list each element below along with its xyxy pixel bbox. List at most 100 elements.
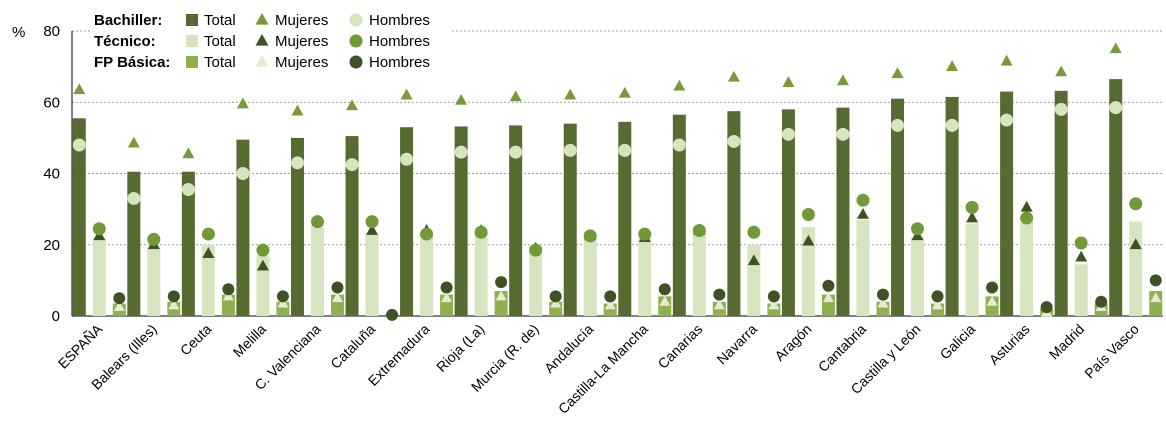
legend-item-label: Hombres (369, 12, 430, 29)
marker-tecnico-mujeres (202, 247, 215, 258)
y-tick-label: 40 (43, 166, 60, 183)
marker-fpbasica-hombres (331, 281, 344, 294)
marker-bachiller-mujeres (727, 70, 740, 82)
bar-tecnico-total (92, 237, 106, 316)
marker-fpbasica-mujeres (604, 299, 616, 310)
legend-background (90, 9, 450, 71)
marker-bachiller-mujeres (618, 86, 631, 98)
marker-fpbasica-hombres (1095, 295, 1108, 308)
bar-tecnico-total (638, 237, 652, 316)
marker-bachiller-hombres (454, 145, 468, 159)
legend-item-label: Hombres (369, 54, 430, 71)
legend: Bachiller: Total Mujeres Hombres Técnico: Tot… (90, 9, 450, 71)
bar-bachiller-total (72, 118, 86, 316)
marker-bachiller-hombres (400, 152, 414, 166)
legend-swatch (349, 13, 363, 27)
legend-item-label: Mujeres (275, 54, 328, 71)
bar-bachiller-total (400, 127, 414, 316)
marker-bachiller-hombres (1054, 102, 1068, 116)
x-tick-label: Castilla-La Mancha (555, 321, 651, 417)
x-tick-label: Rioja (La) (433, 321, 487, 375)
marker-fpbasica-mujeres (331, 292, 343, 303)
marker-fpbasica-mujeres (441, 292, 453, 303)
marker-tecnico-hombres (474, 225, 488, 239)
marker-tecnico-hombres (856, 193, 870, 207)
marker-bachiller-mujeres (564, 88, 577, 100)
bar-tecnico-total (474, 232, 488, 316)
marker-bachiller-hombres (781, 127, 795, 141)
marker-fpbasica-hombres (604, 290, 617, 303)
bar-bachiller-total (781, 109, 795, 316)
marker-bachiller-mujeres (291, 104, 304, 116)
marker-bachiller-hombres (727, 134, 741, 148)
marker-tecnico-hombres (1020, 211, 1034, 225)
bar-tecnico-total (965, 223, 979, 316)
marker-fpbasica-mujeres (168, 299, 180, 310)
bar-bachiller-total (672, 114, 686, 316)
bar-tecnico-total (583, 237, 597, 316)
bar-tecnico-total (365, 234, 379, 316)
bar-bachiller-total (1000, 91, 1014, 316)
marker-fpbasica-mujeres (713, 299, 725, 310)
bar-bachiller-total (454, 126, 468, 316)
marker-bachiller-hombres (72, 138, 86, 152)
marker-tecnico-mujeres (1020, 200, 1033, 212)
bar-bachiller-total (509, 125, 523, 316)
marker-tecnico-hombres (529, 243, 543, 257)
marker-fpbasica-mujeres (113, 301, 125, 312)
marker-bachiller-hombres (236, 167, 250, 180)
data-marks (72, 42, 1163, 321)
x-tick-label: Aragón (771, 321, 814, 364)
bar-tecnico-total (420, 234, 434, 316)
marker-fpbasica-mujeres (659, 295, 671, 306)
marker-fpbasica-hombres (386, 308, 399, 321)
x-tick-label: Navarra (713, 321, 760, 368)
marker-tecnico-mujeres (747, 254, 760, 266)
legend-swatch (186, 14, 198, 26)
marker-bachiller-mujeres (1000, 54, 1013, 66)
bar-fpbasica-total (1149, 291, 1163, 316)
marker-bachiller-hombres (891, 118, 905, 132)
marker-fpbasica-hombres (495, 276, 508, 289)
y-tick-label: 0 (52, 308, 60, 325)
marker-bachiller-mujeres (127, 136, 140, 148)
marker-tecnico-hombres (420, 227, 434, 241)
bar-bachiller-total (836, 107, 850, 316)
marker-fpbasica-hombres (167, 290, 180, 303)
legend-group-label: Técnico: (94, 33, 156, 50)
y-tick-label: 60 (43, 94, 60, 111)
marker-fpbasica-hombres (440, 281, 453, 294)
marker-bachiller-mujeres (782, 76, 795, 87)
legend-swatch (186, 56, 198, 68)
bar-tecnico-total (692, 232, 706, 316)
marker-tecnico-mujeres (966, 211, 979, 223)
bar-bachiller-total (945, 96, 959, 316)
marker-bachiller-hombres (181, 183, 195, 197)
legend-swatch (186, 35, 198, 47)
legend-swatch (255, 54, 269, 67)
bar-fpbasica-total (985, 296, 999, 316)
marker-bachiller-mujeres (455, 93, 468, 105)
marker-bachiller-mujeres (73, 83, 86, 95)
marker-tecnico-mujeres (256, 259, 269, 271)
y-axis-label: % (12, 24, 25, 41)
legend-swatch (349, 34, 363, 48)
marker-bachiller-hombres (945, 118, 959, 132)
marker-tecnico-hombres (638, 227, 652, 241)
marker-fpbasica-mujeres (277, 297, 289, 308)
marker-fpbasica-mujeres (550, 297, 562, 308)
marker-tecnico-hombres (965, 200, 979, 214)
legend-item-label: Mujeres (275, 12, 328, 29)
legend-swatch (255, 33, 269, 46)
marker-tecnico-mujeres (802, 234, 815, 246)
marker-fpbasica-mujeres (822, 292, 834, 303)
marker-bachiller-mujeres (236, 97, 249, 109)
marker-tecnico-hombres (583, 229, 597, 243)
bar-tecnico-total (310, 226, 324, 316)
marker-tecnico-hombres (147, 232, 161, 246)
marker-bachiller-hombres (1000, 113, 1014, 127)
legend-item-label: Mujeres (275, 33, 328, 50)
bar-tecnico-total (201, 244, 215, 316)
marker-bachiller-hombres (509, 145, 523, 159)
